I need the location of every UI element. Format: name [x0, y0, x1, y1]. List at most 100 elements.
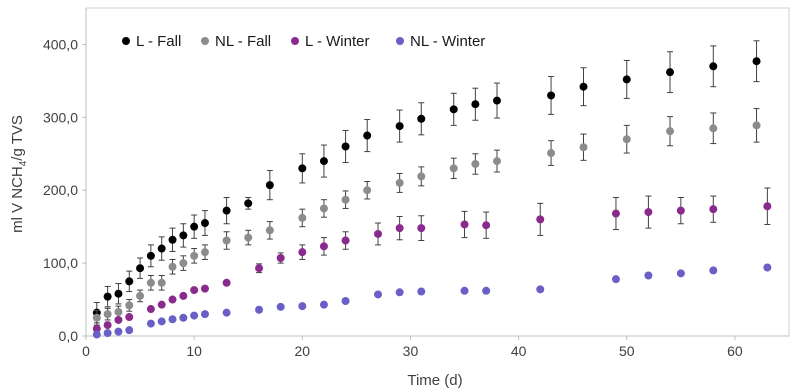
data-point: [460, 220, 469, 229]
data-marks: [92, 40, 772, 339]
x-tick-label: 30: [403, 343, 419, 359]
legend-item: L - Winter: [291, 33, 369, 50]
data-point: [125, 326, 134, 335]
data-point: [179, 291, 188, 300]
legend-item: NL - Winter: [396, 33, 485, 50]
data-point: [92, 330, 101, 339]
data-point: [136, 291, 145, 300]
data-point: [666, 127, 675, 136]
data-point: [276, 302, 285, 311]
plot-border: [85, 7, 790, 337]
data-point: [276, 254, 285, 263]
data-point: [363, 186, 372, 195]
data-point: [536, 215, 545, 224]
data-point: [763, 202, 772, 211]
data-point: [395, 122, 404, 131]
data-point: [676, 206, 685, 215]
data-point: [222, 308, 231, 317]
data-point: [449, 164, 458, 173]
plot-area: [85, 7, 790, 337]
data-point: [114, 315, 123, 324]
data-point: [492, 96, 501, 105]
data-point: [114, 289, 123, 298]
y-axis-title-tail: /g TVS: [9, 115, 26, 161]
data-point: [200, 284, 209, 293]
data-point: [417, 224, 426, 233]
data-point: [157, 300, 166, 309]
data-point: [136, 264, 145, 273]
data-point: [709, 62, 718, 71]
series-2: [92, 108, 761, 326]
data-point: [395, 288, 404, 297]
data-point: [341, 236, 350, 245]
data-point: [341, 142, 350, 151]
data-point: [471, 100, 480, 109]
y-axis-title-main: ml V NCH: [9, 166, 26, 233]
data-point: [374, 229, 383, 238]
data-point: [92, 313, 101, 322]
data-point: [265, 226, 274, 235]
x-tick-label: 60: [727, 343, 743, 359]
data-point: [341, 297, 350, 306]
data-point: [319, 300, 328, 309]
y-tick-label: 400,0: [43, 36, 78, 52]
data-point: [709, 205, 718, 214]
y-axis-title-subscript: 4: [18, 160, 29, 166]
data-point: [644, 208, 653, 217]
data-point: [611, 275, 620, 284]
data-point: [168, 262, 177, 271]
data-point: [179, 259, 188, 268]
data-point: [709, 266, 718, 275]
data-point: [157, 244, 166, 253]
data-point: [492, 157, 501, 166]
data-point: [460, 286, 469, 295]
data-point: [482, 286, 491, 295]
data-point: [417, 287, 426, 296]
data-point: [114, 307, 123, 316]
y-tick-label: 300,0: [43, 109, 78, 125]
data-point: [622, 75, 631, 84]
data-point: [417, 172, 426, 181]
y-tick-label: 200,0: [43, 182, 78, 198]
data-point: [763, 263, 772, 272]
data-point: [190, 222, 199, 231]
legend-marker: [291, 37, 299, 45]
data-point: [622, 135, 631, 144]
data-point: [341, 195, 350, 204]
data-point: [611, 209, 620, 218]
legend-label: L - Fall: [136, 33, 181, 50]
data-point: [752, 57, 761, 66]
x-tick-label: 50: [619, 343, 635, 359]
x-axis: 0 10 20 30 40 50 60: [82, 336, 743, 359]
data-point: [255, 305, 264, 314]
data-point: [644, 271, 653, 280]
data-point: [752, 121, 761, 130]
x-tick-label: 20: [295, 343, 311, 359]
legend-marker: [396, 37, 404, 45]
data-point: [298, 213, 307, 222]
data-point: [179, 231, 188, 240]
y-axis: 0,0 100,0 200,0 300,0 400,0: [43, 36, 86, 344]
data-point: [125, 277, 134, 286]
data-point: [157, 278, 166, 287]
data-point: [168, 235, 177, 244]
data-point: [222, 236, 231, 245]
data-point: [265, 181, 274, 190]
legend-label: NL - Fall: [215, 33, 271, 50]
data-point: [222, 206, 231, 215]
data-point: [676, 269, 685, 278]
data-point: [374, 290, 383, 299]
data-point: [103, 321, 112, 330]
legend: L - Fall NL - Fall L - Winter NL - Winter: [122, 33, 485, 50]
data-point: [114, 327, 123, 336]
data-point: [200, 248, 209, 257]
data-point: [298, 164, 307, 173]
data-point: [244, 233, 253, 242]
legend-item: NL - Fall: [201, 33, 271, 50]
data-point: [319, 157, 328, 166]
data-point: [125, 313, 134, 322]
data-point: [666, 68, 675, 77]
legend-label: NL - Winter: [410, 33, 485, 50]
data-point: [146, 278, 155, 287]
data-point: [103, 310, 112, 319]
